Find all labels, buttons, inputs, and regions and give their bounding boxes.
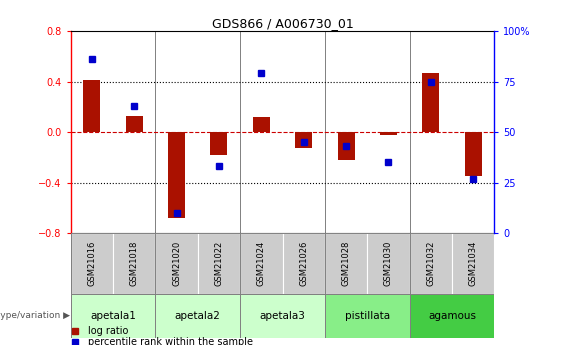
- Bar: [325, 233, 367, 294]
- Bar: [240, 233, 282, 294]
- Bar: [210, 132, 227, 155]
- Text: log ratio: log ratio: [88, 326, 128, 335]
- Bar: [367, 233, 410, 294]
- Bar: [155, 233, 198, 294]
- Text: apetala3: apetala3: [259, 311, 306, 321]
- Bar: [295, 132, 312, 148]
- Bar: [464, 132, 481, 176]
- Text: GSM21026: GSM21026: [299, 241, 308, 286]
- Bar: [410, 294, 494, 338]
- Bar: [337, 132, 355, 160]
- Text: genotype/variation ▶: genotype/variation ▶: [0, 312, 70, 321]
- Text: GSM21020: GSM21020: [172, 241, 181, 286]
- Text: percentile rank within the sample: percentile rank within the sample: [88, 337, 253, 345]
- Bar: [84, 80, 101, 132]
- Bar: [198, 233, 240, 294]
- Bar: [410, 233, 452, 294]
- Text: apetala2: apetala2: [175, 311, 221, 321]
- Text: GSM21028: GSM21028: [342, 241, 350, 286]
- Text: GSM21022: GSM21022: [215, 241, 223, 286]
- Bar: [240, 294, 325, 338]
- Bar: [325, 294, 410, 338]
- Text: GSM21018: GSM21018: [130, 241, 138, 286]
- Bar: [71, 294, 155, 338]
- Text: GSM21034: GSM21034: [469, 241, 477, 286]
- Bar: [71, 233, 113, 294]
- Bar: [282, 233, 325, 294]
- Text: apetala1: apetala1: [90, 311, 136, 321]
- Text: GSM21032: GSM21032: [427, 241, 435, 286]
- Bar: [452, 233, 494, 294]
- Text: agamous: agamous: [428, 311, 476, 321]
- Bar: [168, 132, 185, 218]
- Bar: [422, 73, 440, 132]
- Bar: [380, 132, 397, 135]
- Title: GDS866 / A006730_01: GDS866 / A006730_01: [212, 17, 353, 30]
- Bar: [253, 117, 270, 132]
- Text: GSM21030: GSM21030: [384, 241, 393, 286]
- Text: pistillata: pistillata: [345, 311, 390, 321]
- Text: GSM21016: GSM21016: [88, 241, 96, 286]
- Bar: [113, 233, 155, 294]
- Text: GSM21024: GSM21024: [257, 241, 266, 286]
- Bar: [155, 294, 240, 338]
- Bar: [125, 116, 142, 132]
